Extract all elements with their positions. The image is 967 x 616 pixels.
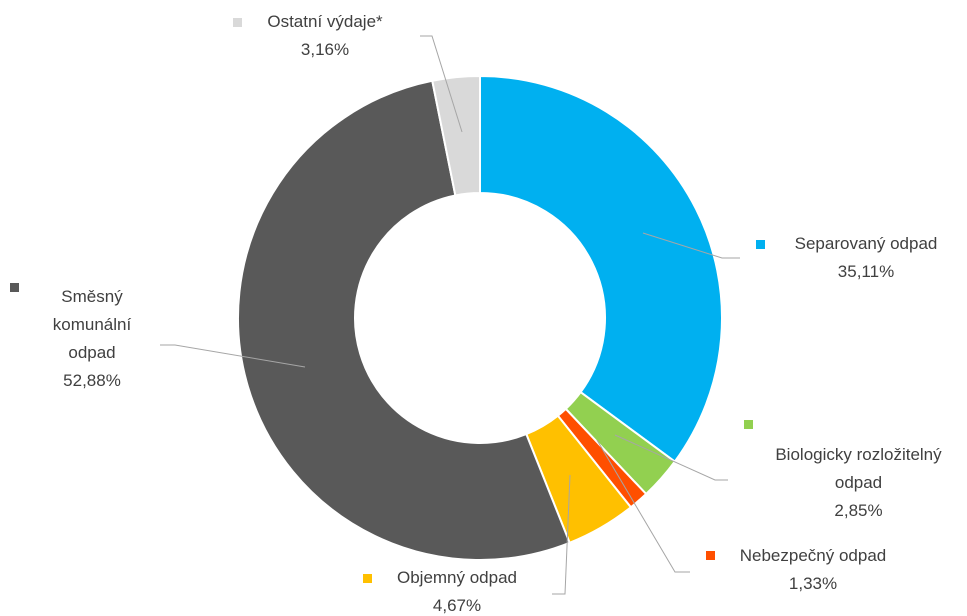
category-label: Objemný odpad <box>396 568 518 587</box>
slice-label: Ostatní výdaje* 3,16% <box>225 8 425 64</box>
category-label: Biologicky rozložitelný odpad <box>775 445 942 492</box>
slice-label: Biologicky rozložitelný odpad 2,85% <box>771 441 946 525</box>
slice-label: Objemný odpad 4,67% <box>357 564 557 616</box>
leader-line <box>160 344 306 368</box>
value-label: 2,85% <box>834 501 883 520</box>
legend-marker <box>756 240 765 249</box>
slice <box>479 74 723 463</box>
category-label: Nebezpečný odpad <box>739 546 887 565</box>
slice-label: Separovaný odpad 35,11% <box>766 230 966 286</box>
legend-marker <box>363 574 372 583</box>
value-label: 52,88% <box>63 371 121 390</box>
leader-line <box>420 35 463 133</box>
slice <box>431 74 481 197</box>
leader-line <box>596 439 690 573</box>
value-label: 1,33% <box>788 574 838 593</box>
slice-label: Nebezpečný odpad 1,33% <box>718 542 908 598</box>
value-label: 3,16% <box>300 40 350 59</box>
value-label: 4,67% <box>432 596 482 615</box>
leader-lines <box>160 35 740 595</box>
category-label: Separovaný odpad <box>794 234 938 253</box>
legend-marker <box>744 420 753 429</box>
slice-label: Směsný komunální odpad 52,88% <box>37 283 147 395</box>
leader-line <box>614 434 728 481</box>
legend-marker <box>10 283 19 292</box>
legend-marker <box>706 551 715 560</box>
slices <box>236 74 723 561</box>
category-label: Ostatní výdaje* <box>267 12 383 31</box>
value-label: 35,11% <box>837 262 895 281</box>
category-label: Směsný komunální odpad <box>52 287 132 362</box>
legend-marker <box>233 18 242 27</box>
slice <box>236 79 571 561</box>
leader-line <box>552 474 571 595</box>
leader-line <box>642 232 740 259</box>
